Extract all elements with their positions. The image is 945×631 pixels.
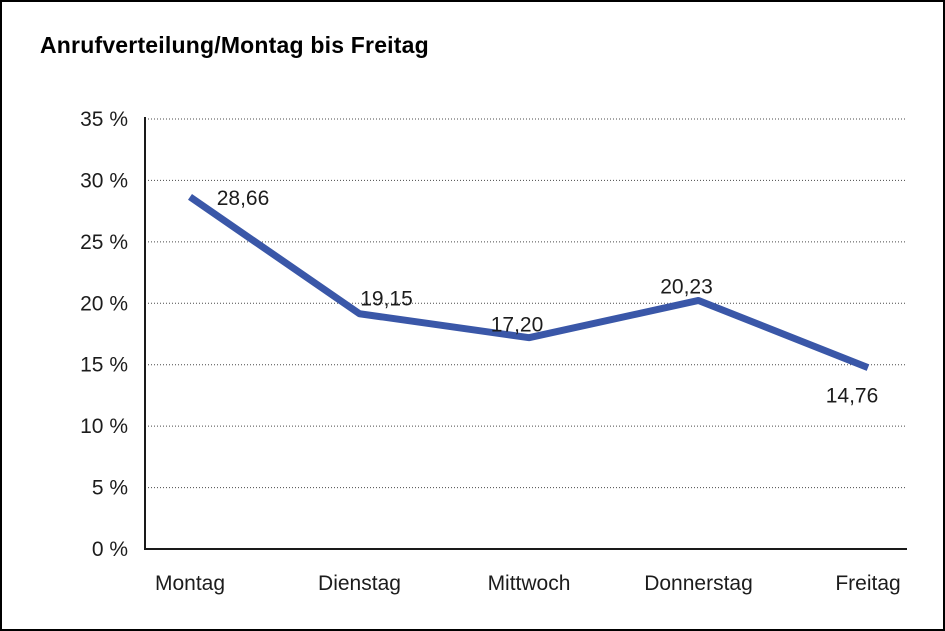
- y-tick-label: 15 %: [80, 354, 128, 377]
- x-tick-label-mittwoch: Mittwoch: [488, 572, 571, 595]
- y-tick-label: 10 %: [80, 415, 128, 438]
- x-tick-label-montag: Montag: [155, 572, 225, 595]
- y-tick-label: 20 %: [80, 292, 128, 315]
- chart-title: Anrufverteilung/Montag bis Freitag: [40, 32, 429, 58]
- x-tick-label-freitag: Freitag: [835, 572, 900, 595]
- data-series-line: [188, 194, 870, 371]
- data-point-label: 28,66: [217, 187, 270, 210]
- data-point-label: 19,15: [360, 288, 413, 311]
- y-tick-label: 35 %: [80, 108, 128, 131]
- y-tick-label: 5 %: [92, 477, 128, 500]
- data-point-label: 17,20: [491, 314, 544, 337]
- y-tick-label: 30 %: [80, 169, 128, 192]
- data-point-label: 20,23: [660, 275, 713, 298]
- x-tick-label-dienstag: Dienstag: [318, 572, 401, 595]
- y-tick-label: 0 %: [92, 538, 128, 561]
- x-tick-label-donnerstag: Donnerstag: [644, 572, 753, 595]
- data-point-label: 14,76: [826, 385, 879, 408]
- y-tick-label: 25 %: [80, 231, 128, 254]
